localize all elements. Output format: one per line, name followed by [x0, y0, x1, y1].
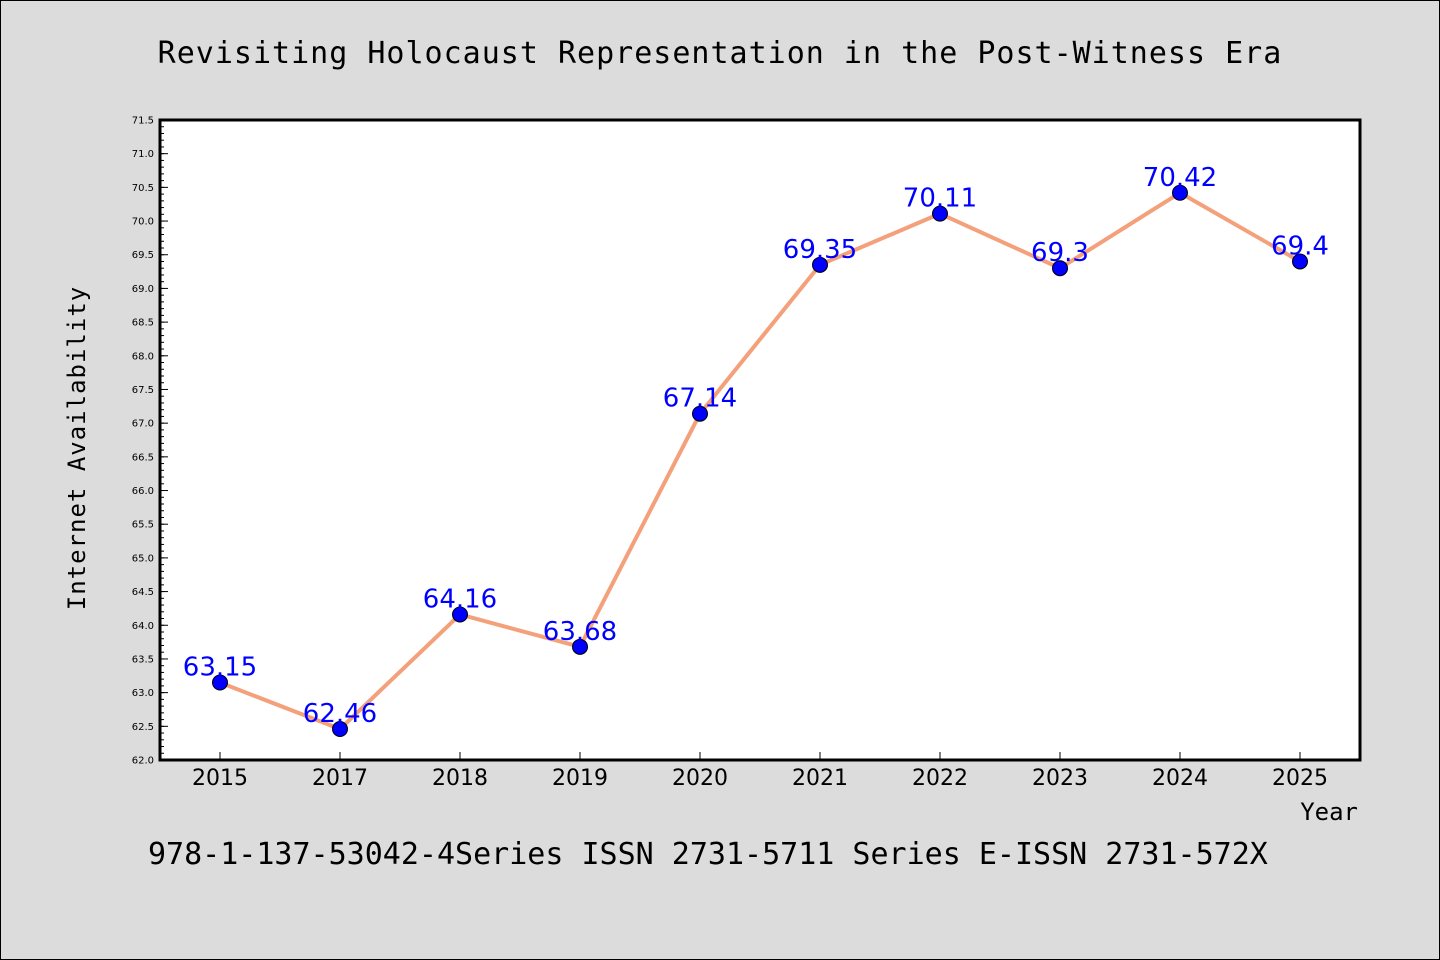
data-label: 69.35 [783, 235, 857, 265]
y-axis-label: Internet Availability [63, 286, 91, 610]
data-point [332, 721, 348, 738]
data-label: 63.68 [543, 617, 617, 647]
y-tick-label: 70.0 [132, 217, 154, 228]
data-labels-group: 63.15 62.46 64.16 63.68 67.14 69.35 70.11 69.3 7… [183, 163, 1329, 729]
y-tick-label: 67.5 [132, 385, 154, 396]
data-label: 67.14 [663, 384, 737, 414]
x-tick-label: 2018 [432, 766, 488, 791]
series-line [219, 190, 1301, 732]
y-tick-label: 65.0 [132, 553, 154, 564]
data-point [1292, 253, 1308, 270]
x-tick-label: 2022 [912, 766, 968, 791]
y-tick-label: 68.0 [132, 351, 154, 362]
y-tick-label: 62.0 [132, 756, 154, 767]
data-label: 62.46 [303, 699, 377, 729]
x-tick-label: 2021 [792, 766, 848, 791]
x-axis-label: Year [1300, 798, 1358, 826]
data-point [212, 674, 228, 691]
y-tick-label: 71.0 [132, 149, 154, 160]
data-point [692, 405, 708, 422]
x-tick-label: 2023 [1032, 766, 1088, 791]
data-label: 70.42 [1143, 163, 1217, 193]
data-point [932, 205, 948, 222]
y-tick-label: 63.5 [132, 654, 154, 665]
data-point [1052, 260, 1068, 277]
x-tick-label: 2017 [312, 766, 368, 791]
y-tick-label: 71.5 [132, 116, 154, 127]
y-tick-label: 63.0 [132, 688, 154, 699]
data-label: 69.4 [1271, 231, 1329, 261]
y-tick-label: 64.0 [132, 621, 154, 632]
data-label: 64.16 [423, 584, 497, 614]
series-line-group [212, 184, 1308, 738]
data-point [572, 638, 588, 655]
y-tick-label: 69.0 [132, 284, 154, 295]
x-tick-label: 2024 [1152, 766, 1208, 791]
data-label: 69.3 [1031, 238, 1089, 268]
data-point [1172, 184, 1188, 201]
data-point [452, 606, 468, 623]
x-axis-ticks: 2015 2017 2018 2019 2020 2021 2022 2023 2024 2025 [192, 752, 1328, 791]
y-tick-label: 70.5 [132, 183, 154, 194]
y-tick-label: 68.5 [132, 318, 154, 329]
y-tick-label: 69.5 [132, 250, 154, 261]
x-tick-label: 2025 [1272, 766, 1328, 791]
chart-title: Revisiting Holocaust Representation in t… [158, 36, 1283, 71]
y-tick-label: 62.5 [132, 722, 154, 733]
y-tick-label: 66.5 [132, 452, 154, 463]
x-tick-label: 2015 [192, 766, 248, 791]
x-tick-label: 2019 [552, 766, 608, 791]
y-axis-ticks: 62.0 62.5 63.0 63.5 64.0 64.5 65.0 65.5 66.0 66.5… [132, 116, 168, 767]
data-label: 70.11 [903, 184, 977, 214]
y-tick-label: 64.5 [132, 587, 154, 598]
y-tick-label: 67.0 [132, 419, 154, 430]
data-point [812, 256, 828, 273]
y-tick-label: 65.5 [132, 520, 154, 531]
x-tick-label: 2020 [672, 766, 728, 791]
data-label: 63.15 [183, 653, 257, 683]
footer-isbn-text: 978-1-137-53042-4Series ISSN 2731-5711 S… [148, 837, 1268, 872]
plot-area [158, 118, 1362, 762]
y-tick-label: 66.0 [132, 486, 154, 497]
